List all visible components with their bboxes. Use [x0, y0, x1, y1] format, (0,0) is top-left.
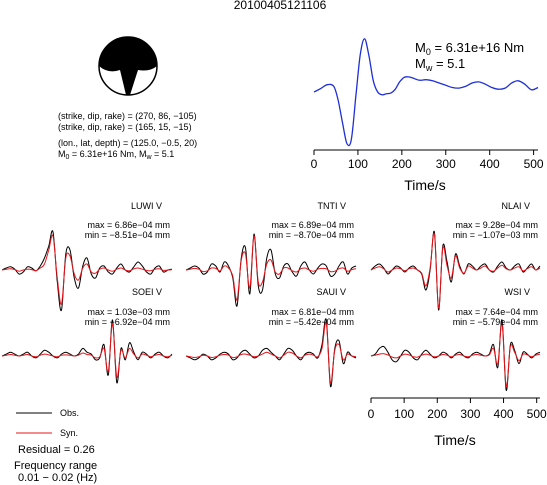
mechanism-line-4: M0 = 6.31e+16 Nm, Mw = 5.1	[58, 149, 174, 161]
station-max: max = 6.86e−04 mm	[87, 220, 170, 230]
syn-trace	[370, 323, 541, 387]
station-min: min = −8.51e−04 mm	[85, 230, 170, 240]
stf-tick-label: 400	[480, 157, 500, 171]
station-max: max = 6.89e−04 mm	[271, 220, 354, 230]
station-min: min = −8.70e−04 mm	[269, 230, 354, 240]
mechanism-line-1: (strike, dip, rake) = (270, 86, −105)	[58, 111, 197, 121]
syn-trace	[185, 235, 357, 301]
syn-trace	[1, 234, 173, 305]
station-min: min = −5.42e−04 mm	[269, 317, 354, 327]
wave-tick-label: 400	[494, 407, 514, 421]
legend-syn-label: Syn.	[60, 428, 78, 438]
focal-mechanism-beachball	[98, 36, 158, 96]
wave-tick-label: 100	[394, 407, 414, 421]
syn-trace	[185, 322, 357, 384]
obs-trace	[370, 319, 541, 391]
wave-xlabel: Time/s	[434, 432, 475, 448]
mechanism-line-2: (strike, dip, rake) = (165, 15, −15)	[58, 122, 192, 132]
obs-trace	[185, 318, 357, 387]
residual-label: Residual = 0.26	[18, 444, 95, 456]
obs-trace	[1, 230, 173, 312]
station-name: LUWI V	[131, 201, 162, 211]
stf-mw-label: Mw = 5.1	[415, 56, 465, 73]
obs-trace	[370, 230, 541, 311]
station-name: SOEI V	[132, 287, 162, 297]
stf-tick-label: 200	[392, 157, 412, 171]
station-min: min = −6.92e−04 mm	[85, 317, 170, 327]
wave-tick-label: 200	[427, 407, 447, 421]
frequency-range: 0.01 − 0.02 (Hz)	[18, 472, 97, 484]
station-name: SAUI V	[316, 287, 346, 297]
stf-tick-label: 100	[348, 157, 368, 171]
station-max: max = 1.03e−03 mm	[87, 307, 170, 317]
stf-xlabel: Time/s	[404, 177, 445, 193]
stf-tick-label: 300	[436, 157, 456, 171]
station-max: max = 9.28e−04 mm	[455, 220, 538, 230]
legend: Obs. Syn.	[16, 408, 79, 438]
obs-trace	[1, 319, 173, 384]
wave-tick-label: 0	[368, 407, 375, 421]
station-max: max = 7.64e−04 mm	[455, 307, 538, 317]
station-min: min = −5.79e−04 mm	[453, 317, 538, 327]
wave-tick-label: 500	[527, 407, 547, 421]
station-name: TNTI V	[318, 201, 347, 211]
wave-tick-label: 300	[460, 407, 480, 421]
stf-plot: 0 100 200 300 400 500 Time/s M0 = 6.31e+16 Nm…	[311, 38, 544, 193]
stf-ticks: 0 100 200 300 400 500	[311, 150, 544, 171]
station-min: min = −1.07e−03 mm	[453, 230, 538, 240]
legend-obs-label: Obs.	[60, 408, 79, 418]
mechanism-line-3: (lon., lat, depth) = (125.0, −0.5, 20)	[58, 138, 197, 148]
station-name: WSI V	[504, 287, 530, 297]
stf-line	[313, 38, 539, 147]
syn-trace	[370, 232, 541, 309]
stf-m0-label: M0 = 6.31e+16 Nm	[415, 40, 524, 57]
station-name: NLAI V	[501, 201, 530, 211]
stf-tick-label: 500	[524, 157, 544, 171]
obs-trace	[185, 233, 357, 307]
station-max: max = 6.81e−04 mm	[271, 307, 354, 317]
syn-trace	[1, 323, 173, 378]
wave-ticks: 0 100 200 300 400 500	[368, 398, 547, 421]
stf-tick-label: 0	[311, 157, 318, 171]
event-title: 20100405121106	[234, 0, 327, 12]
frequency-title: Frequency range	[14, 460, 97, 472]
